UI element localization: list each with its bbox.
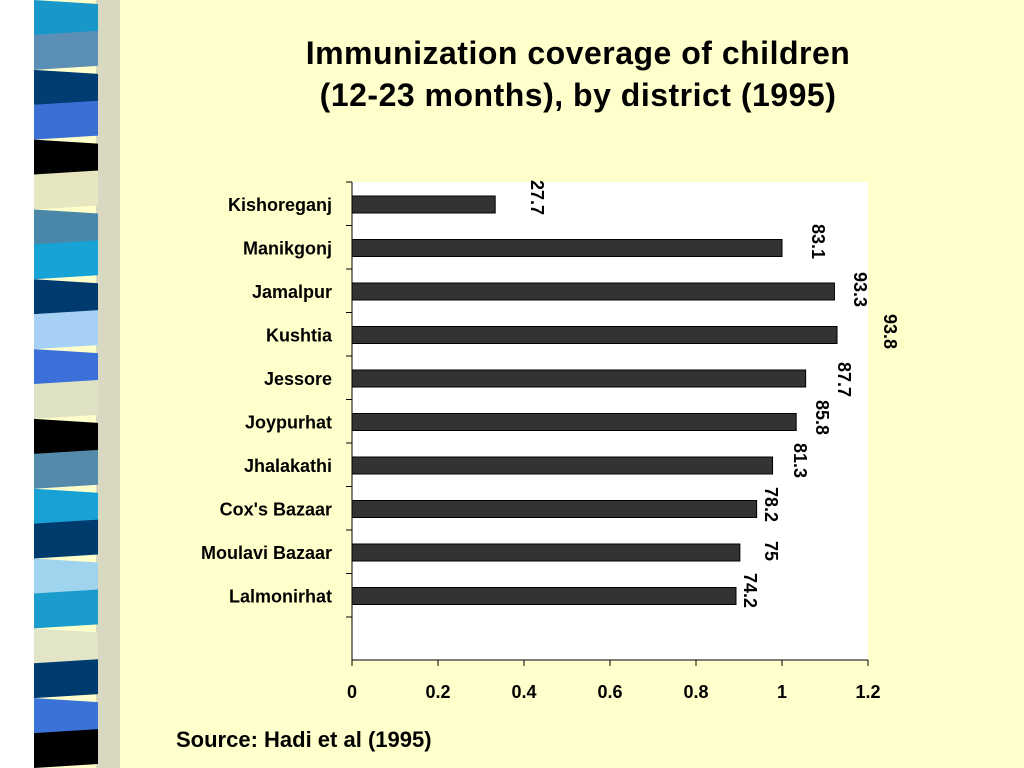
data-label: 83.1: [808, 224, 828, 259]
x-tick-label: 1.2: [855, 682, 880, 702]
strip-segment: [34, 240, 98, 280]
category-label: Jhalakathi: [244, 456, 332, 476]
bar: [351, 282, 835, 301]
data-label: 74.2: [740, 573, 760, 608]
bar: [351, 543, 741, 562]
strip-segment: [34, 558, 98, 598]
bar: [351, 500, 758, 518]
data-label: 78.2: [761, 487, 781, 522]
strip-segment: [34, 449, 98, 489]
category-label: Kushtia: [266, 326, 333, 346]
bar: [351, 369, 807, 388]
x-tick-label: 0.8: [683, 682, 708, 702]
strip-segment: [34, 349, 98, 388]
strip-segment: [34, 589, 98, 629]
category-label: Manikgonj: [243, 239, 332, 259]
chart-title: Immunization coverage of children (12-23…: [160, 32, 996, 116]
data-label: 87.7: [834, 362, 854, 397]
source-note: Source: Hadi et al (1995): [176, 727, 432, 752]
category-label: Lalmonirhat: [229, 587, 332, 607]
strip-segment: [34, 100, 98, 140]
strip-segment: [34, 729, 98, 768]
strip-segment: [34, 418, 98, 458]
data-label: 93.8: [880, 314, 900, 349]
strip-shadow: [96, 0, 120, 768]
strip-segment: [34, 628, 98, 668]
bar: [351, 239, 783, 257]
category-label: Jessore: [264, 369, 332, 389]
strip-segment: [34, 139, 98, 179]
strip-segment: [34, 279, 98, 319]
category-label: Jamalpur: [252, 282, 332, 302]
strip-segment: [34, 659, 98, 699]
decorative-striped-bar: [0, 0, 120, 768]
bar: [351, 587, 737, 605]
x-tick-label: 0.4: [511, 682, 536, 702]
x-tick-label: 0.6: [597, 682, 622, 702]
strip-segment: [34, 310, 98, 350]
data-label: 81.3: [790, 443, 810, 478]
data-label: 27.7: [527, 180, 547, 215]
strip-segment: [34, 488, 98, 528]
category-label: Kishoreganj: [228, 195, 332, 215]
strip-segment: [34, 69, 98, 109]
data-label: 85.8: [812, 400, 832, 435]
strip-segment: [34, 170, 98, 210]
strip-segment: [34, 0, 98, 39]
bar: [351, 326, 838, 344]
bar: [351, 413, 797, 431]
title-line-1: Immunization coverage of children: [305, 35, 851, 71]
bar: [351, 195, 496, 214]
strip-margin: [0, 0, 34, 768]
strip-segment: [34, 698, 98, 738]
x-tick-label: 0: [347, 682, 357, 702]
data-label: 93.3: [850, 272, 870, 307]
strip-segment: [34, 30, 98, 70]
data-label: 75: [761, 541, 781, 561]
x-tick-label: 1: [777, 682, 787, 702]
strip-segment: [34, 209, 98, 249]
category-label: Moulavi Bazaar: [201, 543, 332, 563]
category-label: Cox's Bazaar: [220, 500, 332, 520]
strip-segment: [34, 380, 98, 419]
bar: [351, 456, 774, 475]
category-label: Joypurhat: [245, 413, 332, 433]
strip-segment: [34, 519, 98, 559]
x-tick-label: 0.2: [425, 682, 450, 702]
title-line-2: (12-23 months), by district (1995): [319, 77, 837, 113]
